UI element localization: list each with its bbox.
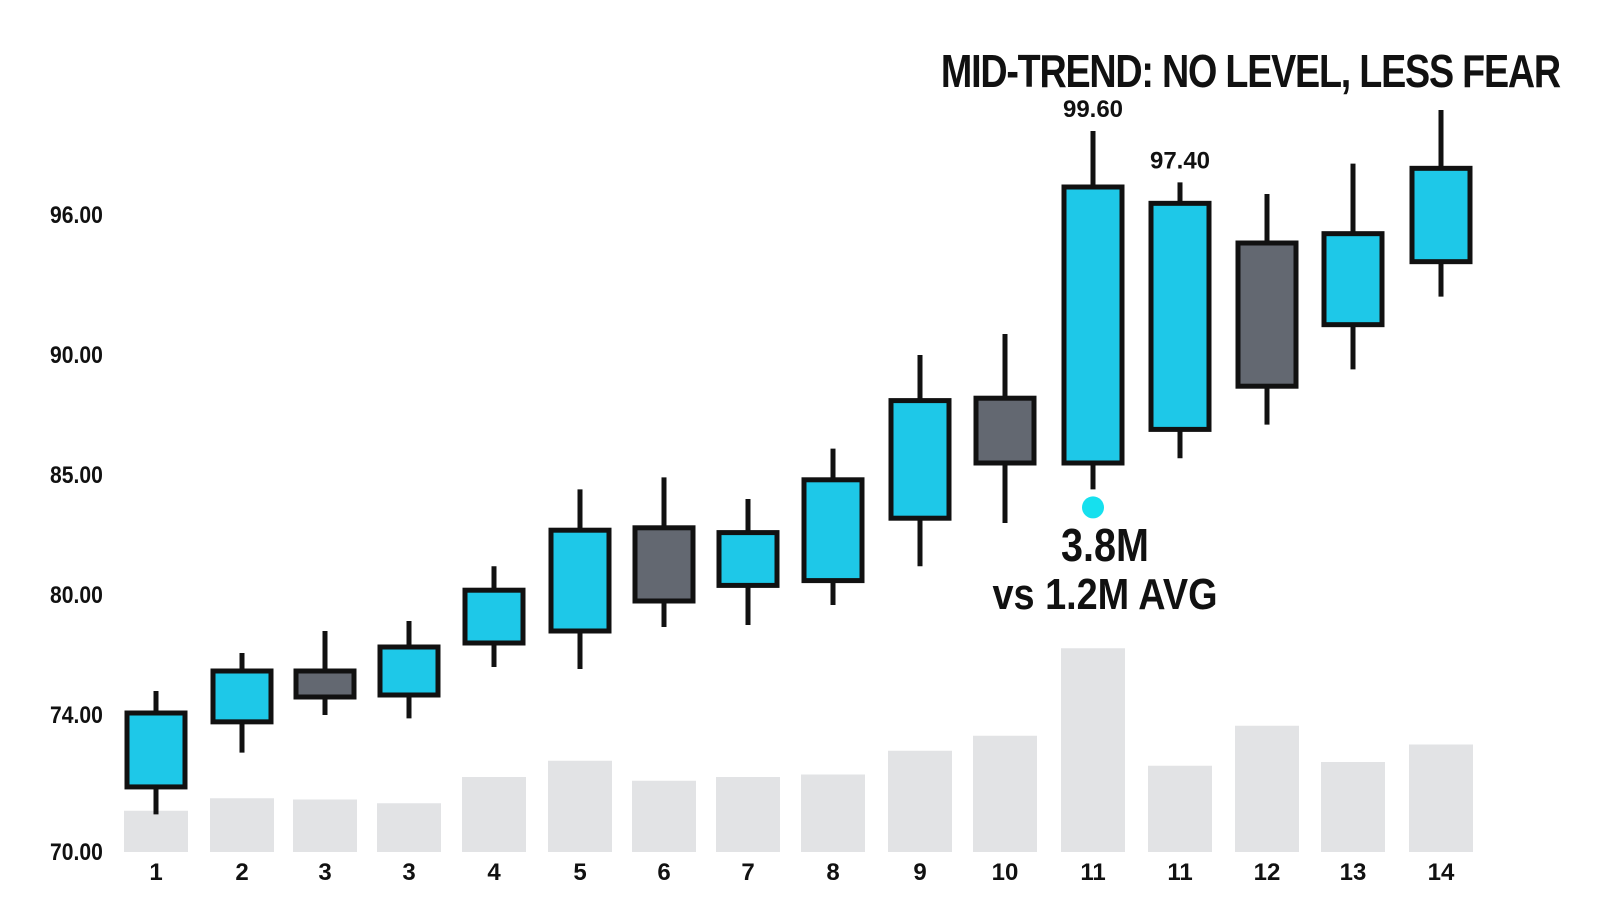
y-tick-label: 90.00 — [50, 342, 103, 369]
candle — [888, 355, 952, 567]
candle-body — [632, 525, 696, 604]
callout-volume-average: vs 1.2M AVG — [992, 570, 1218, 619]
candle — [293, 631, 357, 715]
volume-bars — [124, 648, 1473, 852]
x-axis-ticks: 1 2 3 3 4 5 6 7 8 9 10 11 11 12 13 14 — [149, 859, 1455, 886]
volume-bar — [801, 774, 865, 852]
x-tick-label: 9 — [913, 859, 926, 886]
y-tick-label: 70.00 — [50, 839, 103, 866]
x-tick-label: 6 — [657, 859, 670, 886]
volume-bar — [293, 799, 357, 852]
volume-bar — [1148, 765, 1212, 852]
candle — [548, 489, 612, 669]
candle-body — [1061, 184, 1125, 466]
volume-bar — [210, 798, 274, 852]
y-tick-label: 80.00 — [50, 582, 103, 609]
candle — [716, 499, 780, 625]
candle-body — [124, 710, 188, 790]
volume-bar — [377, 803, 441, 852]
candle-body — [1409, 165, 1473, 265]
volume-bar — [632, 780, 696, 852]
volume-bar — [1321, 762, 1385, 852]
volume-bar — [973, 735, 1037, 852]
chart-title: MID-TREND: NO LEVEL, LESS FEAR — [940, 45, 1561, 97]
candle — [377, 621, 441, 719]
candle-body — [1148, 200, 1212, 432]
candle-body — [548, 527, 612, 634]
candle — [632, 477, 696, 627]
candle-body — [293, 668, 357, 700]
x-tick-label: 11 — [1167, 859, 1192, 886]
candle — [1321, 163, 1385, 370]
x-tick-label: 4 — [487, 859, 501, 886]
volume-spike-marker — [1082, 496, 1104, 519]
volume-bar — [124, 810, 188, 852]
volume-bar — [548, 760, 612, 852]
y-tick-label: 74.00 — [50, 702, 103, 729]
y-axis-ticks: 70.00 74.00 80.00 85.00 90.00 96.00 — [50, 202, 103, 866]
candle-body — [377, 644, 441, 698]
candle-body — [973, 395, 1037, 466]
volume-callout: 3.8M vs 1.2M AVG — [933, 520, 1277, 620]
candle-body — [716, 530, 780, 588]
candle — [462, 566, 526, 667]
x-tick-label: 13 — [1340, 859, 1367, 886]
x-tick-label: 1 — [149, 859, 162, 886]
x-tick-label: 8 — [826, 859, 839, 886]
candle — [210, 653, 274, 753]
x-tick-label: 7 — [741, 859, 754, 886]
candles — [124, 110, 1473, 815]
x-tick-label: 3 — [318, 859, 331, 886]
candle-body — [1235, 240, 1299, 389]
x-tick-label: 10 — [992, 859, 1019, 886]
x-tick-label: 3 — [402, 859, 415, 886]
volume-bar — [1235, 725, 1299, 852]
candle — [973, 334, 1037, 523]
x-tick-label: 11 — [1080, 859, 1105, 886]
x-tick-label: 14 — [1428, 859, 1455, 886]
x-tick-label: 2 — [235, 859, 248, 886]
candle — [1409, 110, 1473, 297]
candle-high-label: 97.40 — [1150, 147, 1210, 174]
candle — [1148, 182, 1212, 459]
candle — [124, 691, 188, 815]
candle-high-labels: 99.60 97.40 — [1063, 96, 1210, 174]
y-tick-label: 96.00 — [50, 202, 103, 229]
candle-body — [210, 668, 274, 725]
candle — [801, 448, 865, 605]
volume-bar — [1409, 744, 1473, 852]
callout-volume-value: 3.8M — [1061, 519, 1149, 571]
candle-body — [801, 477, 865, 584]
volume-bar — [716, 777, 780, 852]
volume-bar — [888, 750, 952, 852]
x-tick-label: 5 — [573, 859, 586, 886]
candle-body — [462, 587, 526, 646]
candle — [1235, 194, 1299, 425]
volume-bar — [462, 777, 526, 852]
volume-bar — [1061, 648, 1125, 852]
candle — [1061, 131, 1125, 490]
candle-body — [888, 398, 952, 521]
x-tick-label: 12 — [1254, 859, 1281, 886]
y-tick-label: 85.00 — [50, 462, 103, 489]
candle-body — [1321, 231, 1385, 328]
candle-high-label: 99.60 — [1063, 96, 1123, 123]
